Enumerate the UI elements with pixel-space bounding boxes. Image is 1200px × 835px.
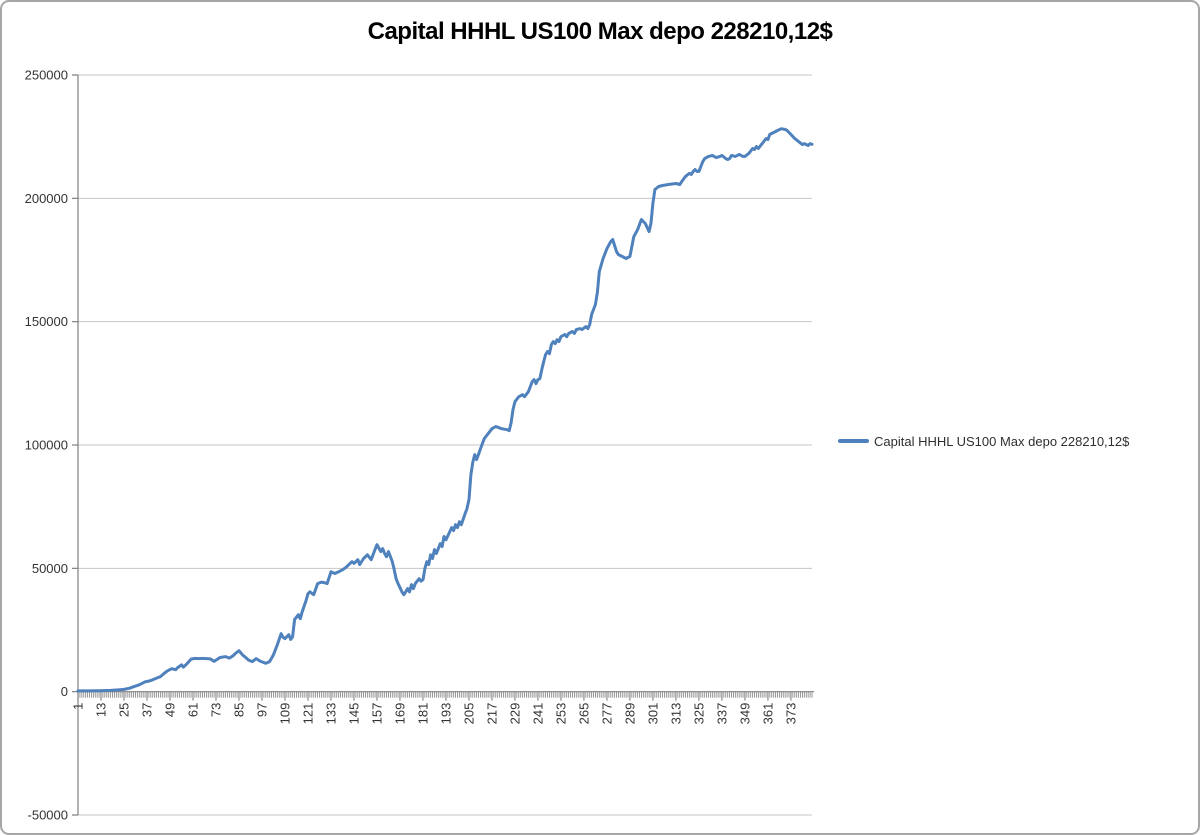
x-axis-tick-label: 337 [714,703,729,725]
x-axis-tick-label: 241 [530,703,545,725]
x-axis-tick-label: 181 [415,703,430,725]
legend-label: Capital HHHL US100 Max depo 228210,12$ [874,433,1130,449]
x-axis-tick-label: 193 [438,703,453,725]
x-axis-tick-label: 109 [277,703,292,725]
x-axis-tick-label: 313 [668,703,683,725]
y-axis-tick-label: 50000 [32,561,68,576]
x-axis-tick-label: 85 [231,703,246,717]
y-axis-tick-label: 250000 [25,68,68,83]
x-axis-tick-label: 49 [162,703,177,717]
x-axis-tick-label: 145 [346,703,361,725]
legend-line-swatch [838,439,869,443]
x-axis-tick-label: 289 [622,703,637,725]
y-axis-tick-label: 0 [61,684,68,699]
x-axis-tick-label: 265 [576,703,591,725]
x-axis-tick-label: 325 [691,703,706,725]
x-axis-tick-label: 361 [760,703,775,725]
y-axis-tick-label: -50000 [28,808,68,823]
x-axis-tick-label: 97 [254,703,269,717]
x-axis-tick-label: 25 [116,703,131,717]
x-axis-tick-label: 61 [185,703,200,717]
x-axis-tick-label: 157 [369,703,384,725]
y-axis-tick-label: 100000 [25,438,68,453]
x-axis-tick-label: 121 [300,703,315,725]
x-axis-tick-label: 73 [208,703,223,717]
x-axis-tick-label: 349 [737,703,752,725]
x-axis-tick-label: 13 [93,703,108,717]
x-axis-tick-label: 277 [599,703,614,725]
x-axis-tick-label: 205 [461,703,476,725]
x-axis-tick-label: 169 [392,703,407,725]
y-axis-tick-label: 150000 [25,314,68,329]
series-line[interactable] [76,127,814,693]
x-axis-tick-label: 301 [645,703,660,725]
x-axis-tick-label: 1 [71,703,86,710]
x-axis-tick-label: 253 [553,703,568,725]
legend[interactable]: Capital HHHL US100 Max depo 228210,12$ [838,432,1129,450]
x-axis-tick-label: 133 [323,703,338,725]
x-axis-tick-label: 217 [484,703,499,725]
y-axis-tick-label: 200000 [25,191,68,206]
x-axis-tick-label: 37 [139,703,154,717]
x-axis-tick-label: 373 [783,703,798,725]
x-axis-tick-label: 229 [507,703,522,725]
chart-title: Capital HHHL US100 Max depo 228210,12$ [367,18,833,45]
